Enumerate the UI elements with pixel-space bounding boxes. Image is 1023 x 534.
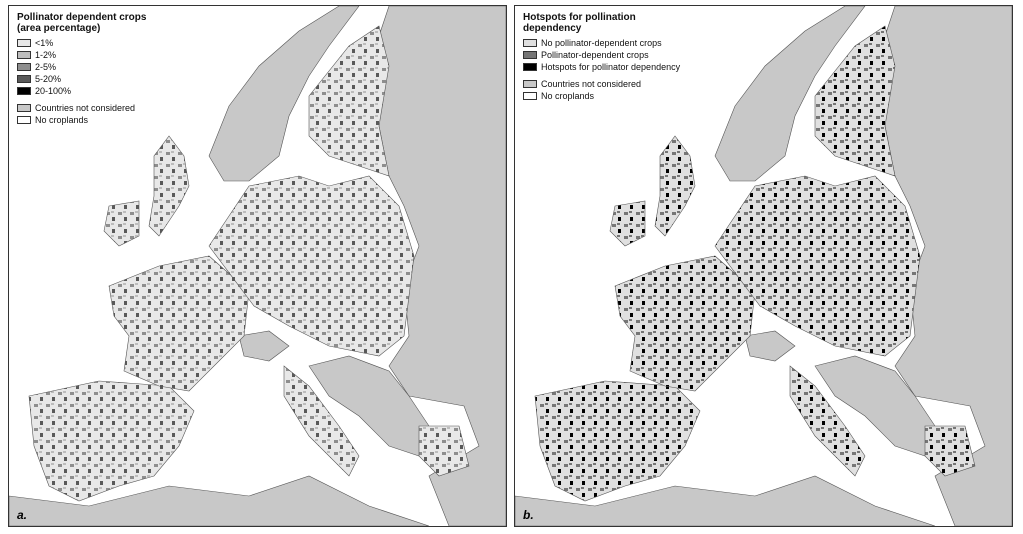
cropland-area <box>208 175 415 357</box>
legend-item: No croplands <box>523 90 680 101</box>
legend: Hotspots for pollination dependency No po… <box>523 12 680 102</box>
cropland-area <box>28 380 195 502</box>
legend-label: 20-100% <box>35 85 72 96</box>
panel-label: a. <box>17 508 28 522</box>
cropland-area <box>609 200 646 247</box>
legend-label: Pollinator-dependent crops <box>541 49 649 60</box>
cropland-area <box>108 255 250 392</box>
map-panel: Hotspots for pollination dependency No po… <box>514 5 1013 527</box>
cropland-area <box>789 365 866 477</box>
legend-label: 2-5% <box>35 61 57 72</box>
legend-title: Pollinator dependent crops (area percent… <box>17 12 147 34</box>
cropland-area <box>283 365 360 477</box>
non-considered-area <box>208 6 360 182</box>
non-considered-area <box>238 330 290 362</box>
legend-item: <1% <box>17 37 167 48</box>
legend-swatch <box>17 86 31 95</box>
legend-label: Hotspots for pollinator dependency <box>541 61 681 72</box>
legend-swatch <box>523 38 537 47</box>
legend-swatch <box>17 74 31 83</box>
legend-item: Pollinator-dependent crops <box>523 49 680 60</box>
cropland-area <box>308 25 390 177</box>
cropland-area <box>418 425 470 477</box>
cropland-area <box>148 135 190 237</box>
non-considered-area <box>515 475 936 526</box>
legend-swatch <box>17 115 31 124</box>
panel-label: b. <box>523 508 534 522</box>
legend-label: Countries not considered <box>541 78 642 89</box>
legend-label: 5-20% <box>35 73 62 84</box>
cropland-area <box>614 255 756 392</box>
legend-swatch <box>17 50 31 59</box>
legend-title: Hotspots for pollination dependency <box>523 12 636 34</box>
legend-label: <1% <box>35 37 54 48</box>
legend-swatch <box>523 50 537 59</box>
non-considered-area <box>744 330 796 362</box>
legend-item: 5-20% <box>17 73 167 84</box>
legend-swatch <box>17 38 31 47</box>
legend-item: Countries not considered <box>17 102 167 113</box>
legend-swatch <box>523 79 537 88</box>
legend-swatch <box>523 91 537 100</box>
legend-item: 20-100% <box>17 85 167 96</box>
cropland-area <box>654 135 696 237</box>
non-considered-area <box>714 6 866 182</box>
legend-item: 1-2% <box>17 49 167 60</box>
legend-item: 2-5% <box>17 61 167 72</box>
non-considered-area <box>9 475 430 526</box>
legend-label: No croplands <box>35 114 89 125</box>
cropland-area <box>924 425 976 477</box>
legend-label: 1-2% <box>35 49 57 60</box>
legend-item: No pollinator-dependent crops <box>523 37 680 48</box>
cropland-area <box>814 25 896 177</box>
map <box>9 6 506 526</box>
legend-item: Countries not considered <box>523 78 680 89</box>
cropland-area <box>103 200 140 247</box>
legend-label: Countries not considered <box>35 102 136 113</box>
legend-swatch <box>17 103 31 112</box>
map <box>515 6 1012 526</box>
legend-label: No pollinator-dependent crops <box>541 37 662 48</box>
cropland-area <box>714 175 921 357</box>
legend-swatch <box>17 62 31 71</box>
legend-swatch <box>523 62 537 71</box>
legend-item: No croplands <box>17 114 167 125</box>
cropland-area <box>534 380 701 502</box>
legend-label: No croplands <box>541 90 595 101</box>
legend-item: Hotspots for pollinator dependency <box>523 61 680 72</box>
map-panel: Pollinator dependent crops (area percent… <box>8 5 507 527</box>
legend: Pollinator dependent crops (area percent… <box>17 12 167 126</box>
